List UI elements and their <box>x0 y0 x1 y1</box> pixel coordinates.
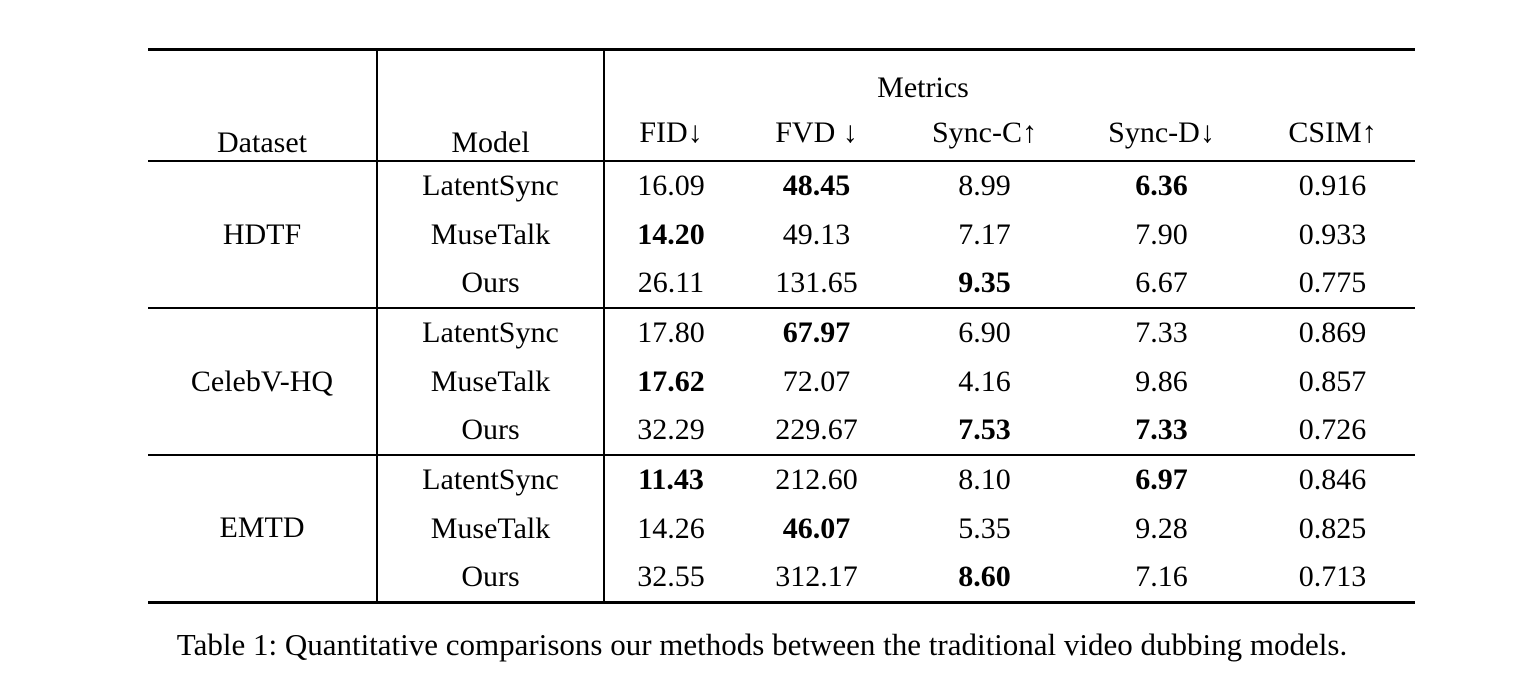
value-cell: 14.26 <box>637 511 705 545</box>
value-cell: 26.11 <box>604 259 737 309</box>
model-cell: Ours <box>377 553 605 602</box>
header-metrics-group: Metrics <box>877 71 969 104</box>
value-cell: 229.67 <box>737 406 896 456</box>
value-cell: 7.16 <box>1135 559 1188 593</box>
table-row: Ours 32.29 229.67 7.53 7.33 0.726 <box>148 406 1415 456</box>
value-cell: 0.857 <box>1298 364 1367 398</box>
dataset-group-hdtf: HDTF LatentSync 16.09 48.45 8.99 6.36 0.916 Mus… <box>148 161 1415 309</box>
metric-header-1: FVD ↓ <box>775 115 858 149</box>
value-cell: 6.90 <box>958 316 1011 349</box>
dataset-cell: CelebV-HQ <box>148 308 378 456</box>
dataset-cell: EMTD <box>148 455 378 602</box>
table-row: CelebV-HQ LatentSync 17.80 67.97 6.90 7.33 0.8… <box>148 308 1415 456</box>
header-row-metrics: FID↓ FVD ↓ Sync-C↑ Sync-D↓ CSIM↑ <box>148 105 1415 161</box>
value-cell: 6.67 <box>1073 259 1250 309</box>
value-cell: 0.916 <box>1298 169 1367 202</box>
value-cell: 7.53 <box>896 406 1073 456</box>
dataset-cell: HDTF <box>148 161 378 309</box>
value-cell: 7.33 <box>1135 316 1188 349</box>
value-cell: 16.09 <box>637 169 705 202</box>
metric-header-4: CSIM↑ <box>1288 115 1377 149</box>
value-cell: 131.65 <box>737 259 896 309</box>
value-cell: 0.933 <box>1298 217 1367 251</box>
table-row: EMTD LatentSync 11.43 212.60 8.10 6.97 0.846 <box>148 455 1415 602</box>
value-cell: 9.35 <box>896 259 1073 309</box>
value-cell: 49.13 <box>782 217 851 251</box>
metric-header-3: Sync-D↓ <box>1108 115 1215 149</box>
model-cell: MuseTalk <box>377 357 605 406</box>
value-cell: 212.60 <box>775 463 858 496</box>
results-table: Dataset Model Metrics FID↓ FVD ↓ Sync-C↑ Sy… <box>148 48 1415 604</box>
value-cell: 6.97 <box>1135 463 1188 496</box>
value-cell: 0.726 <box>1250 406 1415 456</box>
value-cell: 7.90 <box>1135 217 1188 251</box>
metric-header-2: Sync-C↑ <box>932 115 1037 149</box>
value-cell: 72.07 <box>782 364 851 398</box>
table-header: Dataset Model Metrics FID↓ FVD ↓ Sync-C↑ Sy… <box>148 49 1415 161</box>
model-cell: MuseTalk <box>377 504 605 553</box>
dataset-group-celebv-hq: CelebV-HQ LatentSync 17.80 67.97 6.90 7.33 0.8… <box>148 308 1415 456</box>
model-cell: Ours <box>377 259 605 309</box>
table-row: MuseTalk 14.20 49.13 7.17 7.90 0.933 <box>148 210 1415 259</box>
header-dataset: Dataset <box>148 49 378 161</box>
value-cell: 14.20 <box>637 217 705 251</box>
value-cell: 46.07 <box>782 511 851 545</box>
value-cell: 0.846 <box>1298 463 1367 496</box>
table-row: MuseTalk 17.62 72.07 4.16 9.86 0.857 <box>148 357 1415 406</box>
value-cell: 8.60 <box>958 559 1011 593</box>
value-cell: 11.43 <box>638 463 704 496</box>
value-cell: 5.35 <box>958 511 1011 545</box>
value-cell: 0.775 <box>1250 259 1415 309</box>
table-row: HDTF LatentSync 16.09 48.45 8.99 6.36 0.916 <box>148 161 1415 309</box>
value-cell: 0.869 <box>1298 316 1367 349</box>
value-cell: 6.36 <box>1135 169 1188 202</box>
value-cell: 8.99 <box>958 169 1011 202</box>
value-cell: 4.16 <box>958 364 1011 398</box>
header-row-top: Dataset Model Metrics <box>148 49 1415 161</box>
model-cell: MuseTalk <box>377 210 605 259</box>
value-cell: 0.713 <box>1298 559 1367 593</box>
results-table-container: Dataset Model Metrics FID↓ FVD ↓ Sync-C↑ Sy… <box>148 48 1415 604</box>
value-cell: 17.80 <box>637 316 705 349</box>
value-cell: 9.28 <box>1135 511 1188 545</box>
model-cell: LatentSync <box>377 308 605 357</box>
value-cell: 32.55 <box>637 559 705 593</box>
value-cell: 7.17 <box>958 217 1011 251</box>
model-cell: Ours <box>377 406 605 456</box>
value-cell: 67.97 <box>782 316 851 349</box>
value-cell: 48.45 <box>782 169 851 202</box>
dataset-group-emtd: EMTD LatentSync 11.43 212.60 8.10 6.97 0.846 Mu… <box>148 455 1415 602</box>
table-caption: Table 1: Quantitative comparisons our me… <box>176 627 1348 662</box>
value-cell: 0.825 <box>1298 511 1367 545</box>
metric-header-0: FID↓ <box>639 115 703 149</box>
value-cell: 32.29 <box>604 406 737 456</box>
value-cell: 7.33 <box>1073 406 1250 456</box>
table-row: Ours 26.11 131.65 9.35 6.67 0.775 <box>148 259 1415 309</box>
value-cell: 312.17 <box>775 559 858 593</box>
value-cell: 17.62 <box>637 364 705 398</box>
value-cell: 8.10 <box>958 463 1011 496</box>
value-cell: 9.86 <box>1135 364 1188 398</box>
model-cell: LatentSync <box>377 161 605 210</box>
header-model: Model <box>377 49 605 161</box>
model-cell: LatentSync <box>377 455 605 504</box>
table-row: Ours 32.55 312.17 8.60 7.16 0.713 <box>148 553 1415 602</box>
table-row: MuseTalk 14.26 46.07 5.35 9.28 0.825 <box>148 504 1415 553</box>
